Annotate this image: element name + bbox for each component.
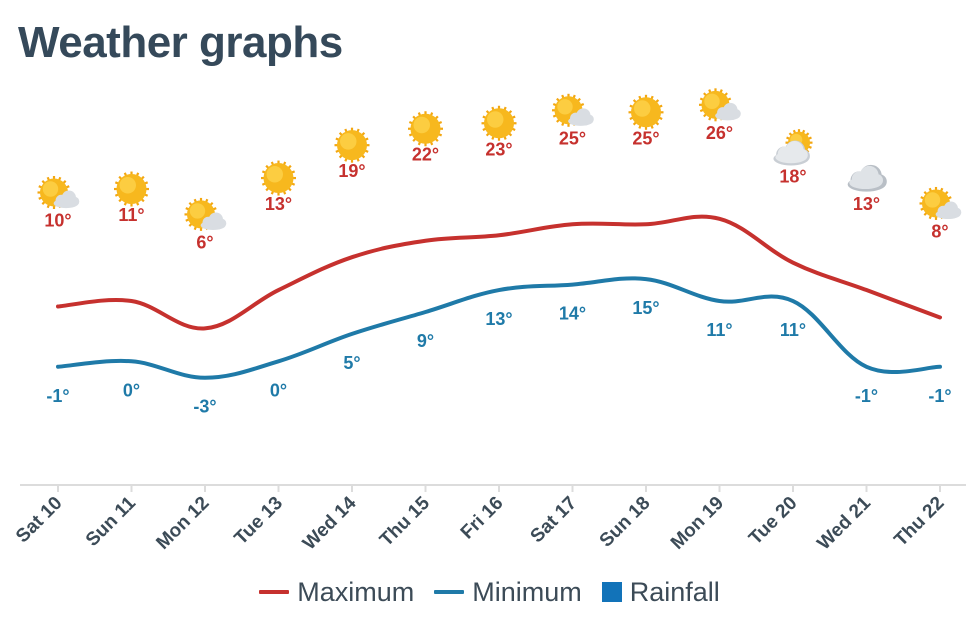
data-label-minimum: 0° bbox=[123, 380, 140, 400]
partly-cloudy-icon bbox=[919, 186, 962, 220]
x-tick-label: Fri 16 bbox=[457, 493, 508, 544]
x-tick-label: Wed 21 bbox=[813, 492, 875, 554]
data-label-maximum: 22° bbox=[412, 145, 439, 165]
data-label-minimum: -1° bbox=[46, 386, 69, 406]
data-label-maximum: 25° bbox=[632, 128, 659, 148]
x-axis: Sat 10 Sun 11 Mon 12 Tue 13 Wed 14 Thu 15 Fri … bbox=[12, 484, 966, 554]
series-line-minimum bbox=[56, 276, 942, 380]
x-tick-label: Mon 19 bbox=[667, 493, 728, 554]
legend-item-rainfall[interactable]: Rainfall bbox=[601, 576, 720, 608]
data-label-minimum: -1° bbox=[855, 386, 878, 406]
data-label-minimum: 14° bbox=[559, 304, 586, 324]
series-layer bbox=[56, 214, 942, 380]
data-labels: 10° 11° 6° 13° 19° 22° 23° 25° 25° 26° 18° 13° 8° -1°… bbox=[44, 123, 951, 417]
partly-cloudy-icon bbox=[552, 93, 594, 127]
data-label-maximum: 19° bbox=[338, 161, 365, 181]
legend-label-rainfall: Rainfall bbox=[629, 576, 720, 607]
legend-swatch-maximum bbox=[259, 590, 290, 594]
x-tick-label: Sun 11 bbox=[82, 492, 140, 550]
data-label-maximum: 13° bbox=[265, 194, 292, 214]
data-label-minimum: 11° bbox=[780, 320, 806, 340]
legend-item-minimum[interactable]: Minimum bbox=[434, 577, 582, 608]
legend: Maximum Minimum Rainfall bbox=[0, 572, 979, 612]
data-label-maximum: 25° bbox=[559, 128, 586, 148]
legend-label-minimum: Minimum bbox=[472, 576, 582, 607]
x-tick-label: Wed 14 bbox=[299, 492, 361, 554]
x-tick-label: Tue 13 bbox=[231, 493, 287, 549]
data-label-minimum: -1° bbox=[928, 386, 951, 406]
partly-cloudy-icon bbox=[184, 197, 227, 231]
weather-icons bbox=[37, 88, 962, 231]
sun-icon bbox=[481, 105, 517, 141]
x-tick-label: Sun 18 bbox=[596, 493, 655, 552]
data-label-minimum: 15° bbox=[632, 298, 659, 318]
sun-icon bbox=[628, 94, 664, 130]
data-label-maximum: 23° bbox=[485, 139, 512, 159]
legend-item-maximum[interactable]: Maximum bbox=[259, 577, 414, 608]
data-label-maximum: 18° bbox=[779, 167, 806, 187]
data-label-minimum: 0° bbox=[270, 380, 287, 400]
legend-label-maximum: Maximum bbox=[297, 576, 415, 607]
x-tick-label: Sat 17 bbox=[527, 493, 581, 547]
data-label-minimum: 11° bbox=[706, 320, 732, 340]
legend-swatch-rainfall bbox=[601, 582, 622, 602]
x-tick-label: Sat 10 bbox=[12, 493, 66, 547]
sun-cloud-icon bbox=[773, 129, 813, 166]
cloud-icon bbox=[847, 164, 887, 192]
weather-chart: Sat 10 Sun 11 Mon 12 Tue 13 Wed 14 Thu 15 Fri … bbox=[12, 88, 966, 554]
series-line-maximum bbox=[56, 214, 942, 331]
x-tick-label: Thu 15 bbox=[376, 492, 434, 550]
data-label-maximum: 6° bbox=[196, 232, 213, 252]
partly-cloudy-icon bbox=[37, 176, 80, 209]
page-title: Weather graphs bbox=[18, 18, 343, 67]
sun-icon bbox=[408, 111, 443, 147]
x-tick-label: Tue 20 bbox=[745, 493, 801, 549]
sun-icon bbox=[261, 160, 296, 196]
data-label-maximum: 13° bbox=[853, 194, 880, 214]
data-label-minimum: 13° bbox=[485, 309, 512, 329]
legend-swatch-minimum bbox=[434, 590, 465, 594]
data-label-minimum: -3° bbox=[193, 397, 216, 417]
data-label-minimum: 9° bbox=[417, 331, 434, 351]
data-label-maximum: 26° bbox=[706, 123, 733, 143]
sun-icon bbox=[114, 171, 149, 207]
partly-cloudy-icon bbox=[699, 88, 741, 122]
sun-icon bbox=[334, 127, 370, 163]
data-label-minimum: 5° bbox=[343, 353, 360, 373]
data-label-maximum: 8° bbox=[931, 221, 948, 241]
x-tick-label: Mon 12 bbox=[152, 493, 213, 554]
data-label-maximum: 11° bbox=[118, 205, 144, 225]
data-label-maximum: 10° bbox=[44, 211, 71, 231]
x-tick-label: Thu 22 bbox=[890, 493, 948, 551]
